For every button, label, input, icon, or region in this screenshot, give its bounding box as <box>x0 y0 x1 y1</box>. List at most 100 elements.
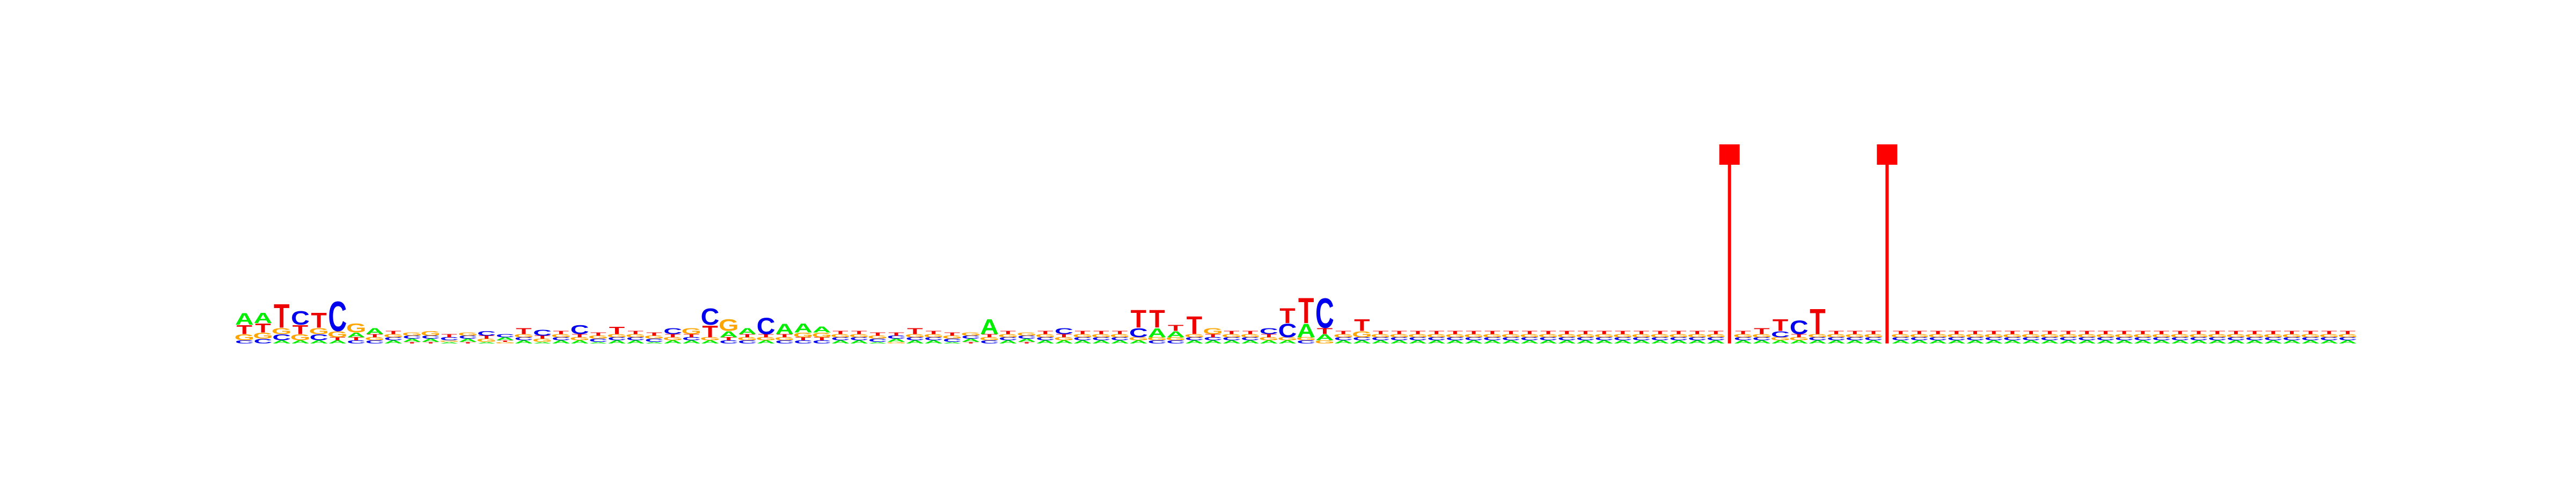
logo-letter-c-pos-58: C <box>1297 340 1315 345</box>
logo-letter-t-pos-67: T <box>1466 331 1481 335</box>
logo-letter-c-pos-2: C <box>254 338 273 345</box>
logo-letter-g-pos-67: G <box>1463 333 1484 338</box>
logo-letter-t-pos-65: T <box>1429 331 1444 335</box>
logo-letter-a-pos-46: A <box>1073 340 1092 345</box>
logo-letter-c-pos-85: C <box>1808 336 1827 341</box>
logo-letter-t-pos-37: T <box>907 326 923 336</box>
logo-letter-t-pos-74: T <box>1596 331 1612 335</box>
logo-letter-a-pos-77: A <box>1651 340 1670 345</box>
logo-letter-t-pos-106: T <box>2209 331 2225 335</box>
logo-letter-c-pos-12: C <box>440 336 459 341</box>
logo-letter-a-pos-38: A <box>924 340 943 345</box>
logo-letter-g-pos-74: G <box>1594 333 1614 338</box>
logo-letter-c-pos-23: C <box>645 338 664 343</box>
logo-letter-a-pos-74: A <box>1595 340 1614 345</box>
logo-letter-g-pos-70: G <box>1519 333 1540 338</box>
logo-letter-c-pos-19: C <box>570 323 589 337</box>
logo-letter-a-pos-33: A <box>831 340 850 345</box>
logo-letter-g-pos-110: G <box>2282 333 2302 338</box>
logo-letter-a-pos-98: A <box>2059 340 2078 345</box>
logo-letter-a-pos-50: A <box>1148 326 1167 340</box>
logo-letter-t-pos-49: T <box>1131 305 1146 334</box>
logo-letter-t-pos-77: T <box>1652 331 1667 335</box>
logo-letter-t-pos-59: T <box>1317 326 1333 336</box>
logo-letter-t-pos-21: T <box>609 325 625 336</box>
logo-letter-g-pos-27: G <box>719 316 738 335</box>
logo-letter-c-pos-43: C <box>1018 335 1036 340</box>
logo-letter-a-pos-103: A <box>2152 340 2171 345</box>
logo-letter-a-pos-14: A <box>477 342 496 344</box>
logo-letter-a-pos-73: A <box>1576 340 1595 345</box>
logo-letter-t-pos-23: T <box>646 332 662 336</box>
logo-letter-a-pos-2: A <box>254 310 273 326</box>
logo-letter-g-pos-7: G <box>346 321 366 335</box>
logo-letter-a-pos-47: A <box>1092 340 1111 345</box>
logo-letter-c-pos-47: C <box>1092 336 1111 341</box>
logo-letter-g-pos-60: G <box>1333 333 1353 338</box>
logo-letter-a-pos-63: A <box>1390 340 1409 345</box>
logo-letter-a-pos-107: A <box>2227 340 2245 345</box>
logo-letter-g-pos-36: G <box>886 342 906 344</box>
logo-letter-g-pos-59: G <box>1315 340 1335 345</box>
logo-letter-a-pos-9: A <box>384 340 403 345</box>
logo-letter-c-pos-56: C <box>1260 326 1278 336</box>
logo-letter-g-pos-61: G <box>1352 330 1372 339</box>
logo-letter-a-pos-5: A <box>310 340 328 345</box>
logo-letter-a-pos-17: A <box>533 342 552 344</box>
logo-letter-t-pos-113: T <box>2340 331 2355 335</box>
logo-letter-a-pos-80: A <box>1707 340 1725 345</box>
logo-letter-g-pos-21: G <box>607 333 627 338</box>
logo-letter-c-pos-77: C <box>1651 336 1670 341</box>
logo-letter-t-pos-13: T <box>460 342 476 344</box>
logo-letter-a-pos-85: A <box>1808 340 1827 345</box>
logo-letter-g-pos-58: G <box>1296 336 1316 341</box>
logo-letter-g-pos-51: G <box>1166 336 1186 341</box>
logo-letter-g-pos-97: G <box>2040 333 2060 338</box>
logo-letter-t-pos-57: T <box>1279 304 1295 328</box>
logo-letter-g-pos-18: G <box>551 333 572 338</box>
logo-letter-g-pos-3: G <box>272 326 291 336</box>
logo-letter-a-pos-71: A <box>1539 340 1558 345</box>
logo-letter-a-pos-90: A <box>1910 340 1929 345</box>
logo-letter-g-pos-6: G <box>327 330 347 339</box>
logo-letter-a-pos-78: A <box>1669 340 1688 345</box>
logo-letter-t-pos-82: T <box>1754 326 1770 336</box>
logo-letter-g-pos-23: G <box>644 335 664 340</box>
logo-letter-t-pos-4: T <box>292 323 308 337</box>
logo-letter-a-pos-23: A <box>645 342 664 344</box>
logo-letter-c-pos-73: C <box>1576 336 1595 341</box>
logo-letter-a-pos-89: A <box>1891 340 1910 345</box>
logo-letter-c-pos-110: C <box>2282 336 2301 341</box>
logo-letter-t-pos-1: T <box>237 323 252 337</box>
logo-letter-c-pos-48: C <box>1110 336 1129 341</box>
logo-letter-g-pos-89: G <box>1891 333 1911 338</box>
logo-letter-c-pos-17: C <box>533 328 552 338</box>
logo-letter-a-pos-105: A <box>2190 340 2208 345</box>
logo-letter-c-pos-35: C <box>868 338 887 343</box>
logo-letter-g-pos-8: G <box>365 336 385 341</box>
logo-letter-t-pos-85: T <box>1810 302 1826 342</box>
logo-letter-a-pos-104: A <box>2171 340 2190 345</box>
logo-letter-g-pos-86: G <box>1826 333 1847 338</box>
logo-letter-g-pos-49: G <box>1129 336 1149 341</box>
logo-letter-g-pos-69: G <box>1501 333 1521 338</box>
logo-letter-t-pos-29: T <box>758 333 773 338</box>
logo-letter-g-pos-45: G <box>1054 336 1074 341</box>
logo-letter-a-pos-92: A <box>1947 340 1966 345</box>
logo-letter-t-pos-20: T <box>590 332 606 336</box>
logo-letter-c-pos-36: C <box>887 335 906 340</box>
logo-letter-g-pos-83: G <box>1770 336 1791 341</box>
logo-letter-t-pos-80: T <box>1708 331 1724 335</box>
logo-letter-t-pos-8: T <box>367 333 383 338</box>
logo-letter-a-pos-19: A <box>570 340 589 345</box>
logo-letter-g-pos-37: G <box>905 333 925 338</box>
gap-marker-square-80 <box>1719 144 1740 165</box>
logo-letter-t-pos-61: T <box>1354 316 1370 335</box>
logo-letter-a-pos-66: A <box>1446 340 1465 345</box>
logo-letter-g-pos-91: G <box>1928 333 1948 338</box>
logo-letter-g-pos-2: G <box>253 331 273 341</box>
logo-letter-a-pos-54: A <box>1222 340 1241 345</box>
logo-letter-t-pos-89: T <box>1893 331 1908 335</box>
logo-letter-c-pos-88: C <box>1864 336 1883 341</box>
logo-letter-c-pos-41: C <box>980 340 999 345</box>
